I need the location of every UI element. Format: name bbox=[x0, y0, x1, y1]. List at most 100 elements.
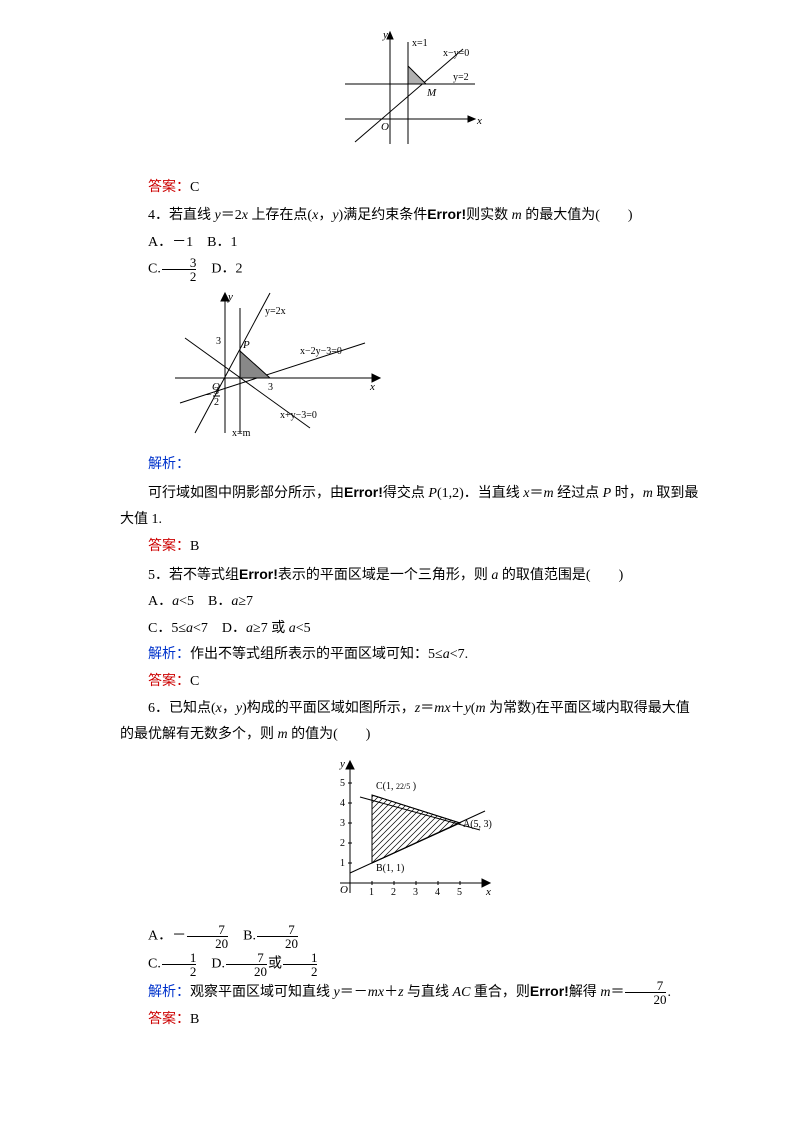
q4-fd: 2 bbox=[162, 269, 197, 283]
s6-err: Error! bbox=[530, 983, 569, 999]
sol4-lb: 解析： bbox=[148, 457, 190, 472]
fig2-svg: y x O P 3 3 y=2x x−2y−3=0 x+y−3=0 x=m − … bbox=[170, 288, 390, 438]
f3-y3: 3 bbox=[340, 818, 345, 829]
s4-e: Error! bbox=[344, 484, 383, 500]
a5-v: C bbox=[190, 674, 199, 689]
f2-3x: 3 bbox=[268, 382, 273, 393]
s6-ac: AC bbox=[453, 985, 471, 1000]
q6o-fA: 720 bbox=[187, 923, 228, 950]
q5-oA2: <5 B． bbox=[179, 594, 231, 609]
q6o-dD2: 2 bbox=[283, 964, 318, 978]
fig1-y-label: y bbox=[382, 29, 388, 41]
q4-t5: 的最大值为( ) bbox=[522, 208, 633, 223]
answer-6: 答案：B bbox=[120, 1007, 700, 1034]
fig1-O: O bbox=[381, 121, 389, 133]
f3-x2: 2 bbox=[391, 887, 396, 898]
s4-5: 时， bbox=[611, 486, 643, 501]
q4-optC: C.32 D．2 bbox=[120, 256, 700, 283]
q4-m: m bbox=[512, 208, 522, 223]
fig1-M: M bbox=[426, 87, 437, 99]
f3-y5: 5 bbox=[340, 778, 345, 789]
s4-P2: P bbox=[603, 486, 612, 501]
f2-l1: x−2y−3=0 bbox=[300, 346, 342, 357]
figure-1: y x O x=1 x−y=0 y=2 M bbox=[120, 24, 700, 165]
q4-c: ， bbox=[318, 208, 332, 223]
q6-1: 6．已知点( bbox=[148, 701, 216, 716]
s6-dot: . bbox=[667, 985, 671, 1000]
fig1-yeq2: y=2 bbox=[453, 72, 469, 83]
q6o-fD1: 720 bbox=[226, 951, 267, 978]
q5-a4: a bbox=[246, 621, 253, 636]
s6-m: m bbox=[368, 985, 378, 1000]
q4-c2: D．2 bbox=[197, 262, 242, 277]
s5-1: 作出不等式组所表示的平面区域可知：5≤ bbox=[190, 647, 443, 662]
fig1-xmy0: x−y=0 bbox=[443, 48, 469, 59]
q4-optA: A．－1 B．1 bbox=[120, 230, 700, 257]
q6o-fB: 720 bbox=[257, 923, 298, 950]
s6-d: 20 bbox=[625, 992, 666, 1006]
q6o-3: C. bbox=[148, 956, 161, 971]
s6-e2: ＝ bbox=[610, 985, 624, 1000]
q6-optC: C.12 D.720或12 bbox=[120, 951, 700, 978]
f2-n2: 2 bbox=[214, 397, 219, 408]
f2-x: x bbox=[369, 381, 375, 393]
q4-err: Error! bbox=[427, 206, 466, 222]
sol5: 解析：作出不等式组所表示的平面区域可知：5≤a<7. bbox=[120, 642, 700, 669]
s4-3: (1,2)．当直线 bbox=[437, 486, 523, 501]
q6-optA: A．－720 B.720 bbox=[120, 923, 700, 950]
q6-c: ， bbox=[222, 701, 236, 716]
q4-frac: 32 bbox=[162, 256, 197, 283]
q6-2: )构成的平面区域如图所示， bbox=[242, 701, 415, 716]
s5-lb: 解析： bbox=[148, 647, 190, 662]
s4-m: m bbox=[544, 486, 554, 501]
a6-v: B bbox=[190, 1012, 199, 1027]
f2-l2: x+y−3=0 bbox=[280, 410, 317, 421]
q6o-nD2: 1 bbox=[283, 951, 318, 964]
f3-y1: 1 bbox=[340, 858, 345, 869]
fig1-xeq1: x=1 bbox=[412, 38, 428, 49]
sol4-line: 可行域如图中阴影部分所示，由Error!得交点 P(1,2)．当直线 x＝m 经… bbox=[120, 479, 700, 534]
q6-stem: 6．已知点(x，y)构成的平面区域如图所示，z＝mx＋y(m 为常数)在平面区域… bbox=[120, 696, 700, 749]
s4-4: 经过点 bbox=[554, 486, 603, 501]
fig3-svg: y x O C(1, 22/5 ) A(5, 3) B(1, 1) 1 2 3 … bbox=[320, 753, 500, 903]
fig1-svg: y x O x=1 x−y=0 y=2 M bbox=[335, 24, 485, 154]
q6o-dB: 20 bbox=[257, 936, 298, 950]
f3-x1: 1 bbox=[369, 887, 374, 898]
q6o-nA: 7 bbox=[187, 923, 228, 936]
s6-2: 与直线 bbox=[404, 985, 453, 1000]
f2-xm: x=m bbox=[232, 428, 251, 438]
s6-f: 720 bbox=[625, 979, 666, 1006]
q5-e: Error! bbox=[239, 566, 278, 582]
answer-3: 答案：C bbox=[120, 175, 700, 202]
s4-P: P bbox=[428, 486, 437, 501]
s6-e1: ＝－ bbox=[340, 985, 368, 1000]
q5-2: 表示的平面区域是一个三角形，则 bbox=[278, 568, 492, 583]
f2-y: y bbox=[227, 291, 233, 303]
f3-x: x bbox=[485, 886, 491, 898]
q4-e1: ＝2 bbox=[221, 208, 242, 223]
q6o-2: B. bbox=[229, 929, 256, 944]
q5-stem: 5．若不等式组Error!表示的平面区域是一个三角形，则 a 的取值范围是( ) bbox=[120, 561, 700, 590]
q6-p: ＋ bbox=[451, 701, 465, 716]
f3-y2: 2 bbox=[340, 838, 345, 849]
q6o-4: D. bbox=[197, 956, 225, 971]
s6-n: 7 bbox=[625, 979, 666, 992]
sol6: 解析：观察平面区域可知直线 y＝－mx＋z 与直线 AC 重合，则Error!解… bbox=[120, 978, 700, 1007]
q4-t4: 则实数 bbox=[466, 208, 512, 223]
document-page: y x O x=1 x−y=0 y=2 M 答案：C 4．若直线 y＝2x 上存… bbox=[0, 0, 800, 1053]
f3-O: O bbox=[340, 884, 348, 896]
answer-5: 答案：C bbox=[120, 669, 700, 696]
q5-oC1: C．5≤ bbox=[148, 621, 186, 636]
q6o-1: A．－ bbox=[148, 929, 186, 944]
q5-oA3: ≥7 bbox=[238, 594, 253, 609]
figure-2: y x O P 3 3 y=2x x−2y−3=0 x+y−3=0 x=m − … bbox=[170, 288, 700, 449]
q4-t3: )满足约束条件 bbox=[339, 208, 428, 223]
s4-1: 可行域如图中阴影部分所示，由 bbox=[148, 486, 344, 501]
q4-c1: C. bbox=[148, 262, 161, 277]
q4-t1: 4．若直线 bbox=[148, 208, 215, 223]
f2-3y: 3 bbox=[216, 336, 221, 347]
q4-t2: 上存在点( bbox=[248, 208, 312, 223]
answer-4: 答案：B bbox=[120, 534, 700, 561]
f3-x4: 4 bbox=[435, 887, 440, 898]
s6-1: 观察平面区域可知直线 bbox=[190, 985, 334, 1000]
